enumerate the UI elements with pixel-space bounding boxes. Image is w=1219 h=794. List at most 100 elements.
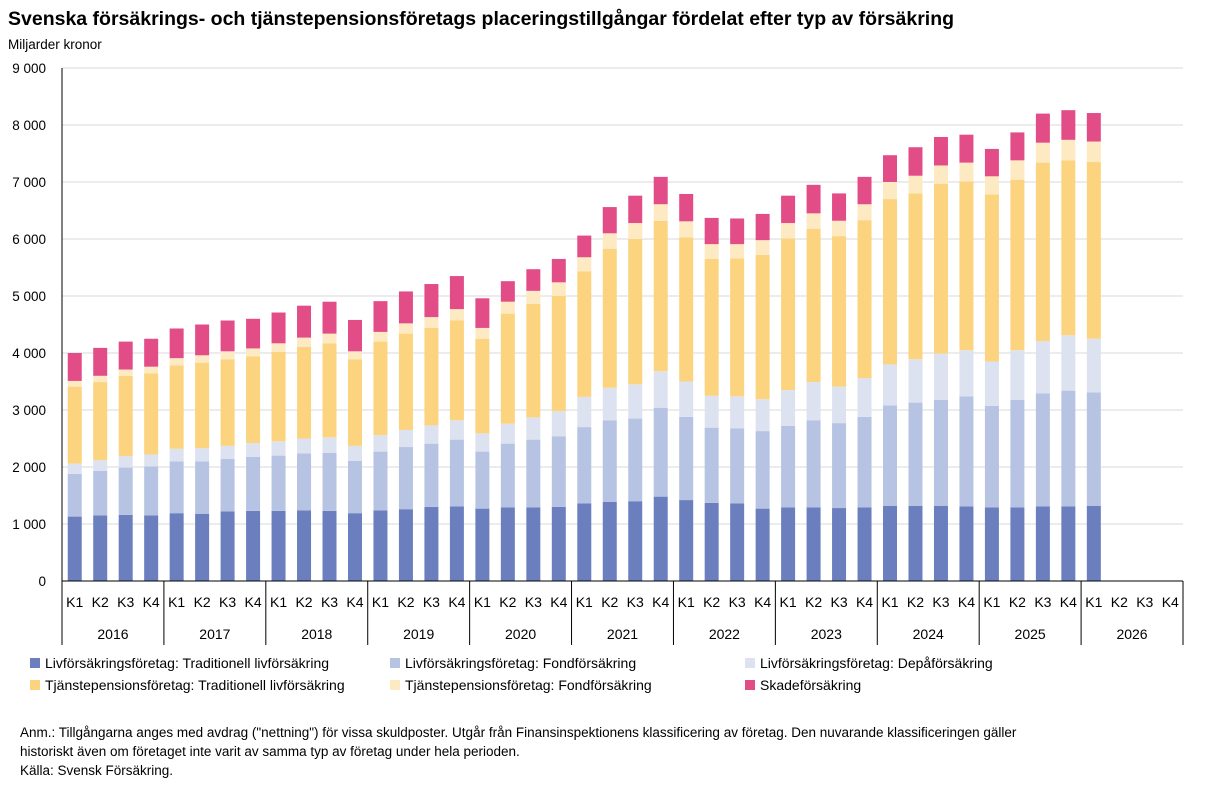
bar-segment [551, 436, 566, 507]
y-tick-label: 2 000 [12, 460, 46, 475]
bar-segment [424, 506, 439, 581]
x-quarter-label: K3 [627, 594, 644, 610]
bar-segment [195, 362, 210, 449]
bar-segment [883, 155, 898, 182]
bar-segment [424, 284, 439, 318]
bar-segment [169, 513, 184, 581]
legend-item-liv-fond: Livförsäkringsföretag: Fondförsäkring [390, 655, 636, 671]
x-quarter-label: K4 [652, 594, 669, 610]
x-quarter-label: K2 [499, 594, 516, 610]
bar-segment [1086, 338, 1101, 393]
bar-segment [449, 439, 464, 507]
bar-segment [526, 417, 541, 440]
bar-segment [297, 337, 312, 347]
bar-segment [883, 405, 898, 506]
bar-segment [1035, 506, 1050, 581]
legend-label: Tjänstepensionsföretag: Traditionell liv… [45, 677, 345, 693]
bar-segment [169, 358, 184, 366]
legend-item-liv-depa: Livförsäkringsföretag: Depåförsäkring [745, 655, 993, 671]
bar-segment [933, 136, 948, 166]
x-quarter-label: K1 [678, 594, 695, 610]
bar-segment [832, 423, 847, 509]
y-tick-label: 3 000 [12, 403, 46, 418]
bar-segment [373, 341, 388, 436]
bar-segment [398, 291, 413, 324]
bar-segment [832, 386, 847, 424]
bar-segment [297, 346, 312, 439]
bar-segment [1010, 350, 1025, 400]
x-quarter-label: K4 [245, 594, 262, 610]
y-tick-label: 5 000 [12, 289, 46, 304]
bar-segment [118, 467, 133, 515]
bar-segment [93, 347, 108, 376]
bar-segment [169, 365, 184, 449]
bar-segment [449, 309, 464, 321]
bar-segment [1061, 390, 1076, 507]
y-tick-label: 7 000 [12, 175, 46, 190]
bar-segment [1061, 335, 1076, 391]
x-quarter-label: K4 [143, 594, 160, 610]
bar-segment [347, 359, 362, 446]
bar-segment [475, 433, 490, 452]
x-quarter-label: K4 [448, 594, 465, 610]
bar-segment [195, 513, 210, 581]
x-quarter-label: K4 [550, 594, 567, 610]
x-quarter-label: K3 [830, 594, 847, 610]
bar-segment [933, 353, 948, 400]
bar-segment [984, 176, 999, 195]
bar-segment [602, 420, 617, 502]
bar-segment [297, 510, 312, 581]
legend-swatch [390, 658, 400, 668]
legend-label: Skadeförsäkring [760, 677, 862, 693]
bar-segment [959, 162, 974, 182]
x-quarter-label: K3 [932, 594, 949, 610]
bar-segment [984, 148, 999, 177]
bar-segment [704, 217, 719, 245]
legend-swatch [30, 658, 40, 668]
bar-segment [144, 373, 159, 455]
bar-segment [883, 182, 898, 200]
bar-segment [297, 305, 312, 338]
bar-segment [908, 505, 923, 581]
x-quarter-label: K2 [295, 594, 312, 610]
bar-segment [1010, 132, 1025, 161]
bar-segment [500, 281, 515, 302]
bar-segment [679, 221, 694, 238]
bar-segment [424, 327, 439, 426]
bar-segment [398, 447, 413, 510]
bar-segment [781, 425, 796, 508]
bar-segment [449, 506, 464, 581]
bar-segment [67, 516, 82, 581]
bar-segment [755, 508, 770, 581]
legend-item-tjp-traditionell: Tjänstepensionsföretag: Traditionell liv… [30, 677, 345, 693]
bar-segment [500, 423, 515, 444]
bar-segment [857, 378, 872, 417]
bar-segment [704, 502, 719, 581]
bar-segment [984, 507, 999, 581]
bar-segment [220, 351, 235, 360]
y-tick-label: 4 000 [12, 346, 46, 361]
x-quarter-label: K3 [423, 594, 440, 610]
x-year-label: 2024 [913, 626, 944, 642]
bar-segment [297, 438, 312, 454]
x-year-label: 2021 [607, 626, 638, 642]
bar-segment [424, 425, 439, 444]
bar-segment [398, 429, 413, 448]
bar-segment [959, 396, 974, 507]
bar-segment [526, 439, 541, 508]
legend-item-skade: Skadeförsäkring [745, 677, 861, 693]
bar-segment [602, 248, 617, 388]
bar-segment [628, 195, 643, 224]
bar-segment [679, 193, 694, 222]
bar-segment [1035, 341, 1050, 394]
bar-segment [730, 258, 745, 397]
bar-segment [246, 356, 261, 444]
bar-segment [93, 382, 108, 461]
bar-segment [271, 312, 286, 344]
x-year-label: 2019 [403, 626, 434, 642]
bar-segment [169, 448, 184, 462]
bar-segment [679, 237, 694, 382]
x-year-label: 2020 [505, 626, 536, 642]
y-tick-label: 0 [38, 574, 46, 589]
bar-segment [1010, 160, 1025, 180]
